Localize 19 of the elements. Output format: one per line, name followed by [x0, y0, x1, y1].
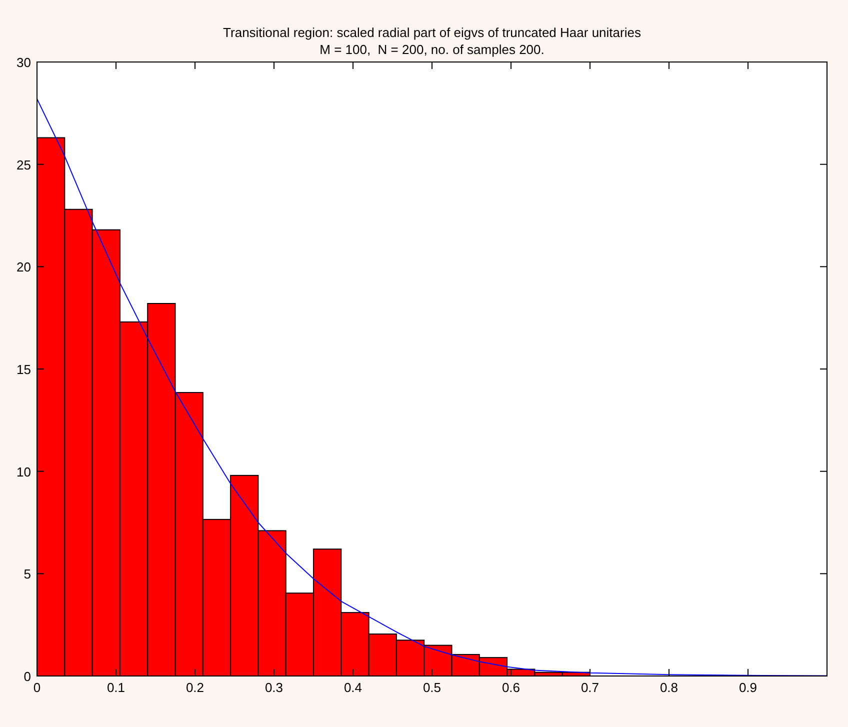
y-tick-label: 10: [16, 464, 31, 480]
x-tick-label: 0.1: [106, 680, 126, 695]
y-tick-label: 25: [16, 157, 31, 172]
x-tick-label: 0.5: [422, 680, 442, 695]
x-tick-label: 0.3: [264, 680, 284, 695]
x-tick-label: 0.2: [186, 680, 204, 695]
y-tick-label: 20: [16, 260, 31, 275]
x-tick-label: 0.9: [738, 680, 758, 695]
x-tick-label: 0.8: [660, 680, 678, 695]
x-tick-label: 0: [33, 680, 41, 695]
y-tick-label: 0: [24, 669, 31, 684]
x-tick-label: 0.6: [502, 680, 520, 695]
chart-title: Transitional region: scaled radial part of eigvs of truncated Haar unitaries: [223, 25, 642, 40]
y-tick-label: 5: [24, 566, 31, 582]
y-tick-label: 30: [16, 55, 31, 70]
y-tick-label: 15: [16, 362, 31, 377]
chart-subtitle: M = 100, N = 200, no. of samples 200.: [320, 42, 544, 57]
x-tick-label: 0.7: [580, 680, 600, 695]
x-tick-label: 0.4: [344, 680, 362, 695]
